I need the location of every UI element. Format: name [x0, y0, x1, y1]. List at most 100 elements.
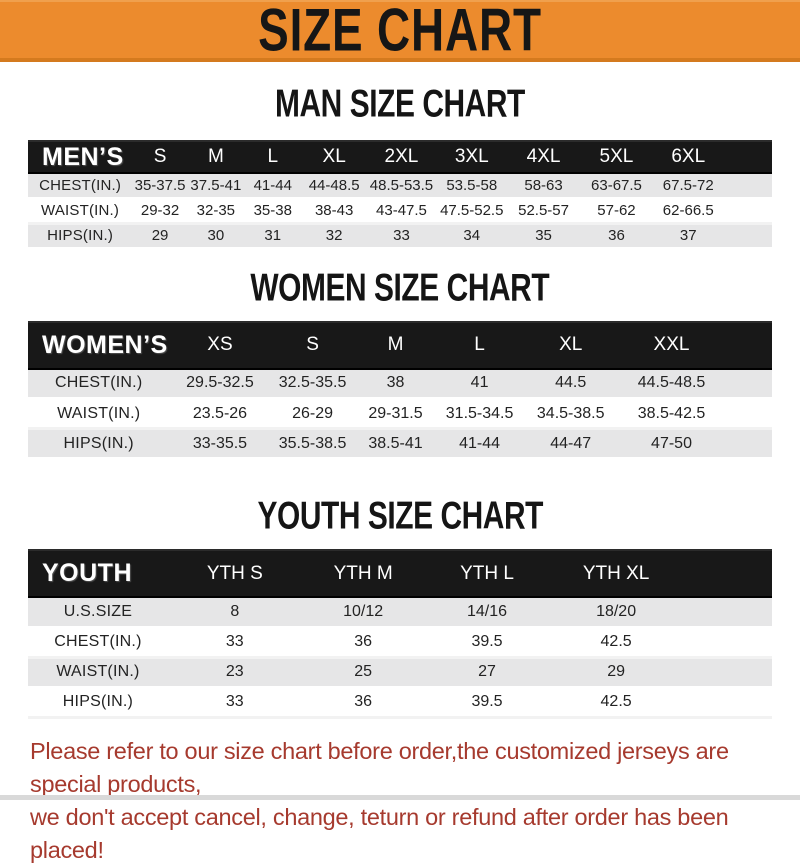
- size-value-cell: 38-43: [301, 197, 367, 225]
- men-waist-row: WAIST(IN.) 29-32 32-35 35-38 38-43 43-47…: [28, 197, 772, 225]
- men-chest-row: CHEST(IN.) 35-37.5 37.5-41 41-44 44-48.5…: [28, 172, 772, 200]
- size-col-header: YTH XL: [549, 549, 683, 598]
- spacer-cell: [682, 656, 772, 689]
- size-col-header: 4XL: [507, 140, 580, 174]
- spacer-cell: [723, 172, 772, 200]
- size-value-cell: 14/16: [424, 596, 550, 629]
- order-notice-line-2: we don't accept cancel, change, teturn o…: [30, 803, 729, 863]
- row-label: WAIST(IN.): [28, 398, 170, 430]
- order-notice-line-1: Please refer to our size chart before or…: [30, 737, 729, 797]
- size-value-cell: 8: [167, 596, 302, 629]
- banner-title: SIZE CHART: [258, 0, 542, 64]
- size-value-cell: 36: [301, 626, 425, 659]
- size-value-cell: 18/20: [549, 596, 683, 629]
- youth-section-title: YOUTH SIZE CHART: [0, 494, 800, 538]
- women-section-title-text: WOMEN SIZE CHART: [250, 265, 550, 310]
- spacer-cell: [682, 626, 772, 659]
- row-label: CHEST(IN.): [28, 626, 168, 659]
- size-value-cell: 44-48.5: [301, 172, 367, 200]
- spacer-cell: [724, 428, 772, 460]
- size-value-cell: 38: [354, 368, 437, 400]
- size-value-cell: 23: [167, 656, 302, 689]
- row-label: WAIST(IN.): [28, 656, 168, 689]
- size-value-cell: 29.5-32.5: [169, 368, 271, 400]
- size-value-cell: 39.5: [424, 626, 550, 659]
- size-value-cell: 29-31.5: [354, 398, 437, 430]
- size-value-cell: 29-32: [132, 197, 188, 225]
- size-col-header: S: [132, 140, 188, 174]
- women-size-table: WOMEN’S XS S M L XL XXL CHEST(IN.) 29.5-…: [28, 320, 772, 460]
- size-value-cell: 33-35.5: [169, 428, 271, 460]
- size-value-cell: 33: [167, 626, 302, 659]
- size-value-cell: 32: [301, 222, 367, 250]
- youth-ussize-row: U.S.SIZE 8 10/12 14/16 18/20: [28, 596, 772, 629]
- size-value-cell: 27: [424, 656, 550, 689]
- size-value-cell: 30: [187, 222, 244, 250]
- size-value-cell: 35: [507, 222, 580, 250]
- size-value-cell: 36: [301, 686, 425, 719]
- size-col-header: M: [187, 140, 244, 174]
- size-value-cell: 47-50: [618, 428, 725, 460]
- size-col-header: L: [243, 140, 302, 174]
- size-col-header: M: [354, 320, 437, 370]
- size-value-cell: 43-47.5: [366, 197, 437, 225]
- size-value-cell: 53.5-58: [436, 172, 508, 200]
- size-col-header: YTH M: [301, 549, 425, 598]
- size-value-cell: 63-67.5: [580, 172, 653, 200]
- size-value-cell: 25: [301, 656, 425, 689]
- size-value-cell: 39.5: [424, 686, 550, 719]
- size-value-cell: 35-37.5: [132, 172, 188, 200]
- size-value-cell: 31: [243, 222, 302, 250]
- men-header-row: MEN’S S M L XL 2XL 3XL 4XL 5XL 6XL: [28, 140, 772, 174]
- women-waist-row: WAIST(IN.) 23.5-26 26-29 29-31.5 31.5-34…: [28, 398, 772, 430]
- size-col-header: 3XL: [436, 140, 508, 174]
- size-value-cell: 67.5-72: [652, 172, 724, 200]
- size-value-cell: 10/12: [301, 596, 425, 629]
- size-value-cell: 57-62: [580, 197, 653, 225]
- size-value-cell: 44.5: [522, 368, 619, 400]
- size-value-cell: 41-44: [243, 172, 302, 200]
- spacer-cell: [723, 140, 772, 174]
- size-value-cell: 32.5-35.5: [270, 368, 355, 400]
- row-label: CHEST(IN.): [28, 368, 170, 400]
- men-section-title-text: MAN SIZE CHART: [275, 82, 525, 126]
- women-section-title: WOMEN SIZE CHART: [0, 265, 800, 310]
- size-col-header: XL: [522, 320, 619, 370]
- men-section-title: MAN SIZE CHART: [0, 82, 800, 126]
- size-value-cell: 36: [580, 222, 653, 250]
- spacer-cell: [682, 549, 772, 598]
- size-value-cell: 31.5-34.5: [436, 398, 523, 430]
- size-value-cell: 33: [366, 222, 437, 250]
- size-value-cell: 37: [652, 222, 724, 250]
- men-hips-row: HIPS(IN.) 29 30 31 32 33 34 35 36 37: [28, 222, 772, 250]
- size-value-cell: 42.5: [549, 626, 683, 659]
- spacer-cell: [723, 197, 772, 225]
- youth-waist-row: WAIST(IN.) 23 25 27 29: [28, 656, 772, 689]
- row-label: U.S.SIZE: [28, 596, 168, 629]
- men-table-label: MEN’S: [28, 140, 133, 174]
- size-value-cell: 34: [436, 222, 508, 250]
- row-label: HIPS(IN.): [28, 222, 133, 250]
- size-value-cell: 29: [549, 656, 683, 689]
- youth-table-label: YOUTH: [28, 549, 168, 598]
- size-value-cell: 41: [436, 368, 523, 400]
- size-col-header: XL: [301, 140, 367, 174]
- row-label: HIPS(IN.): [28, 686, 168, 719]
- size-value-cell: 33: [167, 686, 302, 719]
- size-value-cell: 29: [132, 222, 188, 250]
- size-value-cell: 44-47: [522, 428, 619, 460]
- size-value-cell: 35.5-38.5: [270, 428, 355, 460]
- size-value-cell: 35-38: [243, 197, 302, 225]
- size-value-cell: 48.5-53.5: [366, 172, 437, 200]
- size-value-cell: 44.5-48.5: [618, 368, 725, 400]
- size-col-header: 6XL: [652, 140, 724, 174]
- size-value-cell: 52.5-57: [507, 197, 580, 225]
- youth-section-title-text: YOUTH SIZE CHART: [257, 494, 543, 538]
- size-value-cell: 62-66.5: [652, 197, 724, 225]
- youth-chest-row: CHEST(IN.) 33 36 39.5 42.5: [28, 626, 772, 659]
- size-value-cell: 37.5-41: [187, 172, 244, 200]
- row-label: WAIST(IN.): [28, 197, 133, 225]
- size-value-cell: 58-63: [507, 172, 580, 200]
- size-col-header: XXL: [618, 320, 725, 370]
